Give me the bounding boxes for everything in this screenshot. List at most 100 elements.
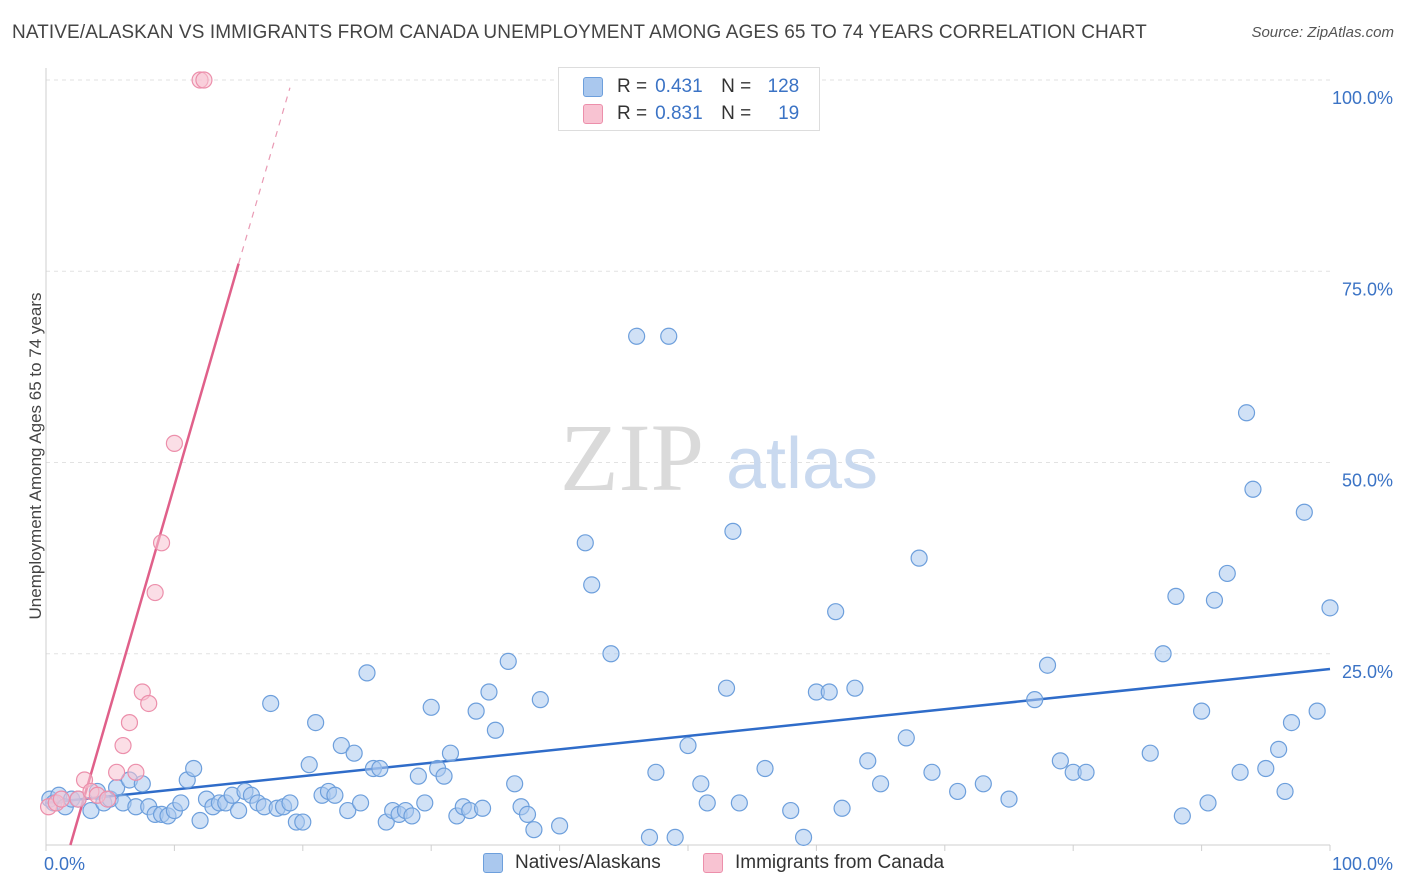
point-natives: [281, 794, 299, 812]
bottom-legend-natives: Natives/Alaskans: [483, 852, 661, 874]
bottom-legend-label-canada: Immigrants from Canada: [735, 852, 945, 873]
legend-r-label: R =: [617, 76, 648, 97]
point-natives: [191, 811, 209, 830]
source-label: Source: ZipAtlas.com: [1251, 24, 1394, 41]
trend-line-canada: [69, 263, 240, 846]
watermark-zip: ZIP: [560, 404, 704, 511]
point-natives: [576, 534, 594, 552]
point-natives: [1154, 645, 1172, 663]
point-natives: [833, 799, 851, 817]
watermark: ZIP atlas: [560, 404, 878, 511]
point-canada: [165, 434, 183, 452]
point-natives: [827, 603, 845, 621]
point-natives: [794, 828, 813, 846]
point-natives: [660, 327, 678, 345]
trend-lines: [45, 87, 1331, 846]
point-natives: [371, 759, 389, 778]
x-tick-label-min: 0.0%: [44, 854, 85, 874]
point-natives: [647, 763, 665, 781]
point-natives: [1192, 702, 1211, 720]
point-natives: [1295, 503, 1313, 521]
point-natives: [326, 786, 344, 804]
point-natives: [172, 794, 190, 812]
point-natives: [531, 691, 549, 709]
point-canada: [146, 583, 164, 602]
legend-row-canada: R = 0.831 N = 19: [583, 101, 799, 127]
point-natives: [1038, 656, 1057, 674]
point-natives: [416, 794, 434, 812]
point-natives: [351, 794, 370, 812]
point-natives: [698, 794, 716, 812]
legend: R = 0.431 N = 128 R = 0.831 N = 19: [558, 67, 820, 131]
point-natives: [435, 767, 453, 785]
point-natives: [294, 813, 312, 831]
point-natives: [724, 522, 742, 540]
point-natives: [1308, 702, 1326, 720]
point-natives: [525, 821, 543, 839]
point-natives: [897, 729, 915, 747]
y-tick-label: 75.0%: [1342, 279, 1393, 299]
point-natives: [692, 775, 710, 793]
point-natives: [185, 759, 203, 778]
legend-n-label: N =: [721, 103, 752, 124]
point-natives: [949, 782, 967, 801]
point-canada: [127, 763, 145, 781]
chart-title: NATIVE/ALASKAN VS IMMIGRANTS FROM CANADA…: [12, 22, 1147, 43]
point-natives: [602, 645, 620, 663]
point-canada: [114, 736, 132, 755]
bottom-legend-swatch-canada: [703, 853, 723, 873]
point-natives: [473, 799, 492, 817]
point-natives: [666, 828, 684, 846]
point-natives: [506, 775, 524, 793]
point-canada: [152, 534, 171, 552]
point-natives: [486, 721, 504, 739]
legend-n-value: 19: [778, 103, 800, 124]
point-natives: [1141, 744, 1159, 762]
point-natives: [820, 683, 838, 701]
axes: [45, 68, 1331, 851]
gridlines: [46, 79, 1330, 655]
watermark-atlas: atlas: [726, 424, 878, 504]
legend-n-value: 128: [767, 76, 800, 97]
legend-r-value: 0.831: [655, 103, 703, 124]
legend-n-label: N =: [721, 76, 752, 97]
point-natives: [974, 775, 992, 793]
point-canada: [140, 694, 158, 713]
point-natives: [1282, 713, 1301, 732]
point-natives: [1173, 807, 1191, 825]
point-natives: [1244, 480, 1262, 498]
legend-row-natives: R = 0.431 N = 128: [583, 74, 799, 100]
point-natives: [262, 694, 280, 713]
point-natives: [358, 664, 376, 682]
point-natives: [640, 828, 659, 846]
points: [39, 71, 1339, 846]
point-natives: [1270, 740, 1288, 758]
point-natives: [679, 736, 697, 755]
point-natives: [300, 756, 318, 774]
point-natives: [1237, 404, 1256, 422]
point-natives: [518, 805, 537, 824]
point-natives: [467, 702, 485, 720]
point-canada: [99, 790, 117, 808]
point-natives: [480, 683, 498, 701]
point-natives: [1199, 794, 1217, 812]
point-natives: [846, 679, 864, 697]
point-natives: [1321, 599, 1339, 617]
point-natives: [923, 763, 941, 781]
point-canada: [108, 763, 126, 781]
point-natives: [910, 549, 928, 567]
point-canada: [195, 71, 213, 89]
point-natives: [230, 801, 248, 820]
point-natives: [1231, 763, 1249, 781]
y-tick-label: 50.0%: [1342, 471, 1393, 491]
legend-r-value: 0.431: [655, 76, 703, 97]
point-natives: [550, 817, 569, 835]
point-natives: [345, 744, 363, 762]
point-natives: [339, 801, 357, 820]
point-natives: [441, 744, 460, 762]
point-natives: [1257, 759, 1275, 778]
point-natives: [1000, 790, 1018, 808]
point-natives: [1077, 763, 1095, 781]
legend-swatch-natives: [583, 77, 603, 97]
